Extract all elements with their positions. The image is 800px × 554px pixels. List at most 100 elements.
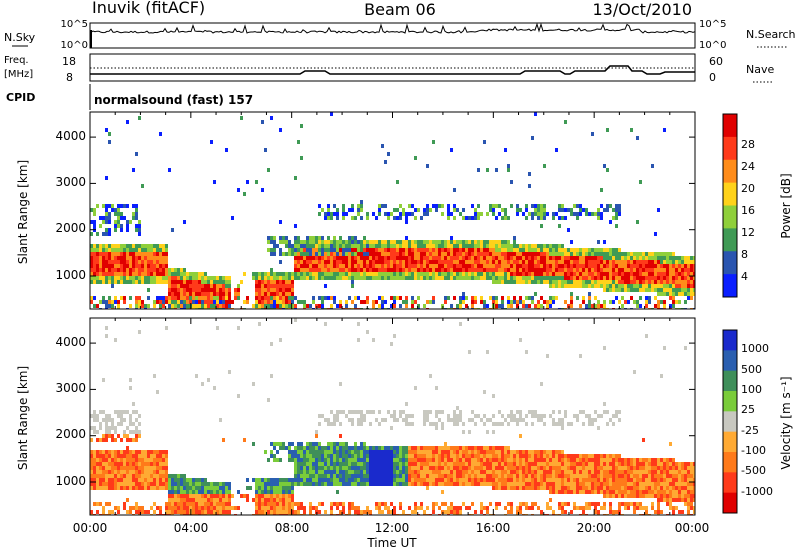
- velocity-cell: [555, 490, 558, 494]
- power-cell: [456, 304, 459, 308]
- velocity-cell: [123, 430, 126, 434]
- velocity-cell: [93, 474, 96, 478]
- power-cell: [360, 260, 363, 264]
- power-cell: [345, 256, 348, 260]
- velocity-cell: [306, 454, 309, 458]
- velocity-cell: [414, 510, 417, 514]
- power-cell: [489, 268, 492, 272]
- power-cell: [483, 268, 486, 272]
- velocity-cell: [102, 462, 105, 466]
- power-cell: [174, 272, 177, 276]
- velocity-cell: [153, 462, 156, 466]
- velocity-cell: [204, 494, 207, 498]
- velocity-cell: [270, 510, 273, 514]
- power-cell: [417, 276, 420, 280]
- velocity-cell: [414, 478, 417, 482]
- power-cell: [111, 276, 114, 280]
- velocity-cell: [288, 502, 291, 506]
- velocity-cell: [105, 470, 108, 474]
- power-cell: [558, 260, 561, 264]
- velocity-cell: [426, 478, 429, 482]
- power-cell: [264, 296, 267, 300]
- velocity-cell: [423, 482, 426, 486]
- power-cell: [507, 276, 510, 280]
- power-cell: [213, 300, 216, 304]
- power-cell: [441, 212, 444, 216]
- velocity-cell: [549, 466, 552, 470]
- velocity-cell: [363, 450, 366, 454]
- power-cell: [429, 260, 432, 264]
- velocity-cell: [471, 502, 474, 506]
- velocity-cell: [336, 502, 339, 506]
- power-cell: [225, 296, 228, 300]
- power-cell: [621, 280, 624, 284]
- velocity-cell: [198, 502, 201, 506]
- power-cell: [279, 240, 282, 244]
- power-cell: [675, 288, 678, 292]
- velocity-cell: [432, 450, 435, 454]
- velocity-cell: [510, 418, 513, 422]
- power-cell: [312, 248, 315, 252]
- power-cell: [132, 212, 135, 216]
- power-cell: [510, 264, 513, 268]
- velocity-cell: [363, 510, 366, 514]
- power-cell: [513, 300, 516, 304]
- velocity-cell: [171, 478, 174, 482]
- power-cell: [369, 260, 372, 264]
- power-cell: [465, 260, 468, 264]
- power-cell: [528, 296, 531, 300]
- velocity-cell: [219, 502, 222, 506]
- power-cell: [144, 268, 147, 272]
- power-cell: [648, 252, 651, 256]
- velocity-cell: [291, 498, 294, 502]
- velocity-cell: [474, 458, 477, 462]
- velocity-cell: [360, 466, 363, 470]
- power-cell: [324, 272, 327, 276]
- power-cell: [567, 268, 570, 272]
- power-cell: [498, 212, 501, 216]
- power-cell: [366, 216, 369, 220]
- power-cell: [621, 304, 624, 308]
- power-cell: [201, 276, 204, 280]
- power-cell: [240, 280, 243, 284]
- power-cell: [357, 296, 360, 300]
- power-cell: [618, 204, 621, 208]
- power-cell: [153, 280, 156, 284]
- velocity-cell: [366, 446, 369, 450]
- velocity-cell: [468, 474, 471, 478]
- velocity-cell: [246, 498, 249, 502]
- power-cell: [120, 216, 123, 220]
- velocity-cell: [198, 478, 201, 482]
- velocity-cell: [141, 462, 144, 466]
- power-cell: [534, 292, 537, 296]
- power-cell: [543, 216, 546, 220]
- velocity-cell: [222, 490, 225, 494]
- velocity-cell: [390, 454, 393, 458]
- velocity-cell: [102, 482, 105, 486]
- power-cell: [273, 244, 276, 248]
- power-cell: [183, 304, 186, 308]
- power-cell: [351, 264, 354, 268]
- power-cell: [645, 280, 648, 284]
- velocity-cell: [315, 478, 318, 482]
- power-cell: [669, 252, 672, 256]
- power-cell: [336, 208, 339, 212]
- power-cell: [486, 304, 489, 308]
- power-cell: [312, 300, 315, 304]
- power-cell: [648, 264, 651, 268]
- velocity-cell: [135, 454, 138, 458]
- velocity-cell: [129, 378, 132, 382]
- velocity-cell: [483, 414, 486, 418]
- power-cell: [105, 264, 108, 268]
- velocity-cell: [99, 458, 102, 462]
- power-cell: [288, 300, 291, 304]
- power-cell: [105, 304, 108, 308]
- velocity-cell: [522, 418, 525, 422]
- power-cell: [387, 212, 390, 216]
- velocity-cell: [486, 510, 489, 514]
- velocity-cell: [165, 474, 168, 478]
- power-cell: [390, 256, 393, 260]
- velocity-cell: [189, 498, 192, 502]
- power-cell: [357, 212, 360, 216]
- power-cell: [510, 300, 513, 304]
